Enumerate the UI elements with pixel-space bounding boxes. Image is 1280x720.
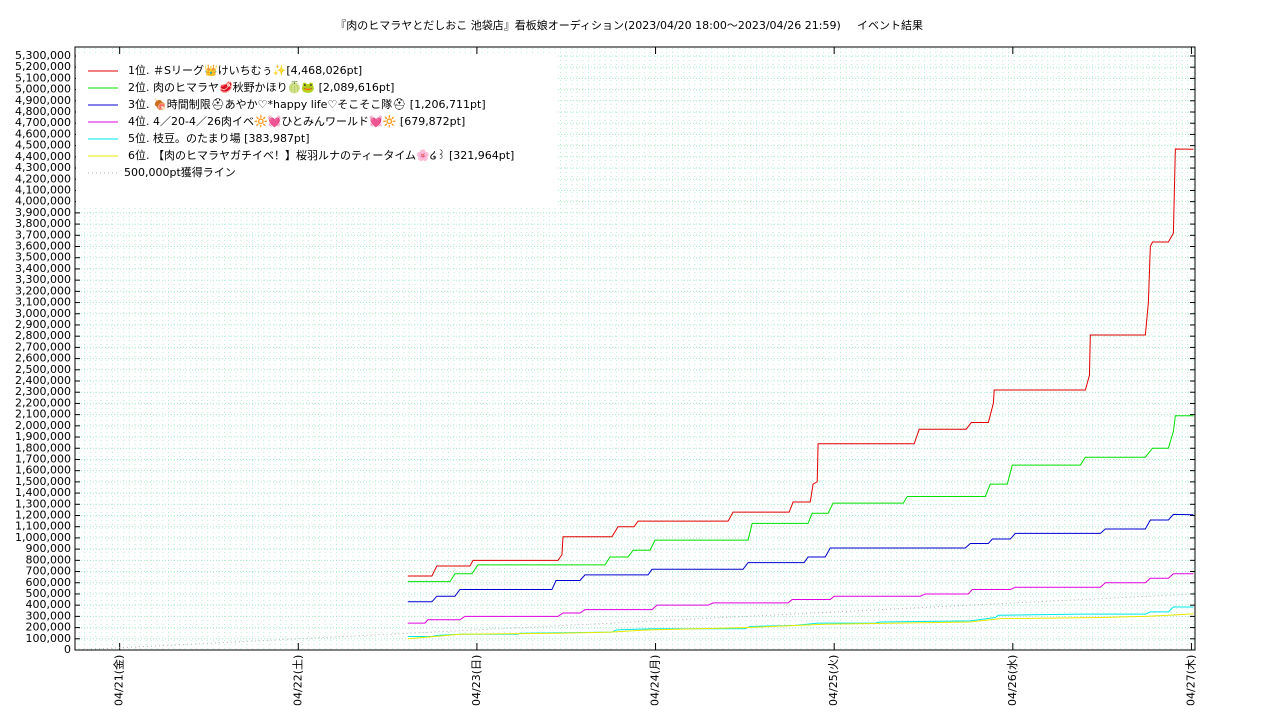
y-tick-label: 2,300,000 (15, 385, 71, 398)
y-tick-label: 4,700,000 (15, 116, 71, 129)
y-tick-label: 3,800,000 (15, 217, 71, 230)
y-tick-label: 5,000,000 (15, 83, 71, 96)
y-tick-label: 2,000,000 (15, 419, 71, 432)
y-tick-label: 0 (64, 643, 71, 656)
y-tick-label: 3,500,000 (15, 251, 71, 264)
y-tick-label: 3,000,000 (15, 307, 71, 320)
y-tick-label: 3,100,000 (15, 296, 71, 309)
series-line (407, 148, 1194, 577)
series-line (407, 415, 1194, 583)
y-tick-label: 4,600,000 (15, 127, 71, 140)
y-tick-label: 1,800,000 (15, 441, 71, 454)
y-tick-label: 2,700,000 (15, 340, 71, 353)
y-tick-label: 900,000 (26, 542, 72, 555)
series-line (407, 613, 1194, 640)
series-line (407, 606, 1194, 638)
plot-frame (74, 46, 1196, 651)
y-tick-label: 1,300,000 (15, 497, 71, 510)
y-tick-label: 1,200,000 (15, 509, 71, 522)
y-tick-label: 5,100,000 (15, 71, 71, 84)
y-tick-label: 3,200,000 (15, 284, 71, 297)
x-tick-label: 04/24(月) (649, 655, 662, 706)
legend-label: 2位. 肉のヒマラヤ🥩秋野かほり🍈🐸 [2,089,616pt] (128, 80, 394, 94)
y-tick-label: 1,100,000 (15, 520, 71, 533)
legend-box (76, 55, 556, 205)
y-tick-label: 4,000,000 (15, 195, 71, 208)
y-tick-label: 4,100,000 (15, 183, 71, 196)
y-tick-label: 4,300,000 (15, 161, 71, 174)
legend-label: 5位. 枝豆。のたまり場 [383,987pt] (128, 131, 310, 145)
y-tick-label: 2,900,000 (15, 318, 71, 331)
y-tick-label: 600,000 (26, 576, 72, 589)
x-tick-label: 04/25(火) (827, 655, 840, 706)
y-tick-label: 500,000 (26, 587, 72, 600)
y-tick-label: 2,400,000 (15, 374, 71, 387)
y-tick-label: 1,700,000 (15, 452, 71, 465)
y-tick-label: 3,700,000 (15, 228, 71, 241)
x-tick-label: 04/22(土) (291, 655, 304, 706)
y-tick-label: 5,300,000 (15, 49, 71, 62)
y-tick-label: 2,800,000 (15, 329, 71, 342)
legend-label: 500,000pt獲得ライン (124, 166, 236, 179)
y-tick-label: 1,500,000 (15, 475, 71, 488)
legend-label: 6位. 【肉のヒマラヤガチイベ！】桜羽ルナのティータイム🌸໒꒱ [321,964… (128, 148, 514, 162)
x-tick-label: 04/23(日) (470, 655, 483, 706)
legend-label: 1位. ＃Sリーグ👑けいちむぅ✨[4,468,026pt] (128, 63, 362, 77)
y-tick-label: 200,000 (26, 621, 72, 634)
y-tick-label: 300,000 (26, 609, 72, 622)
y-tick-label: 1,900,000 (15, 430, 71, 443)
y-tick-label: 4,900,000 (15, 94, 71, 107)
y-tick-label: 700,000 (26, 565, 72, 578)
y-tick-label: 2,600,000 (15, 352, 71, 365)
chart-subtitle: イベント結果 (857, 18, 923, 32)
y-tick-label: 4,500,000 (15, 139, 71, 152)
y-tick-label: 1,000,000 (15, 531, 71, 544)
y-tick-label: 2,200,000 (15, 396, 71, 409)
y-tick-label: 3,300,000 (15, 273, 71, 286)
y-tick-label: 800,000 (26, 553, 72, 566)
chart-title: 『肉のヒマラヤとだしおこ 池袋店』看板娘オーディション(2023/04/20 1… (335, 18, 841, 32)
y-tick-label: 3,600,000 (15, 240, 71, 253)
y-tick-label: 2,100,000 (15, 408, 71, 421)
y-tick-label: 3,400,000 (15, 262, 71, 275)
y-tick-label: 400,000 (26, 598, 72, 611)
x-tick-label: 04/27(木) (1184, 655, 1197, 706)
series-line (407, 513, 1194, 603)
legend-label: 3位. 🍖時間制限⛑あやか♡*happy life♡そこそこ隊⛑ [1,206,… (128, 97, 486, 112)
series-line (407, 573, 1194, 624)
y-tick-label: 2,500,000 (15, 363, 71, 376)
legend-label: 4位. 4／20-4／26肉イベ🔆💓ひとみんワールド💓🔆 [679,872pt] (128, 114, 465, 128)
y-tick-label: 3,900,000 (15, 206, 71, 219)
y-tick-label: 5,200,000 (15, 60, 71, 73)
y-tick-label: 1,600,000 (15, 464, 71, 477)
y-tick-label: 1,400,000 (15, 486, 71, 499)
x-tick-label: 04/21(金) (112, 655, 126, 706)
x-tick-label: 04/26(水) (1006, 655, 1019, 706)
y-tick-label: 4,400,000 (15, 150, 71, 163)
y-tick-label: 100,000 (26, 632, 72, 645)
y-tick-label: 4,200,000 (15, 172, 71, 185)
y-tick-label: 4,800,000 (15, 105, 71, 118)
